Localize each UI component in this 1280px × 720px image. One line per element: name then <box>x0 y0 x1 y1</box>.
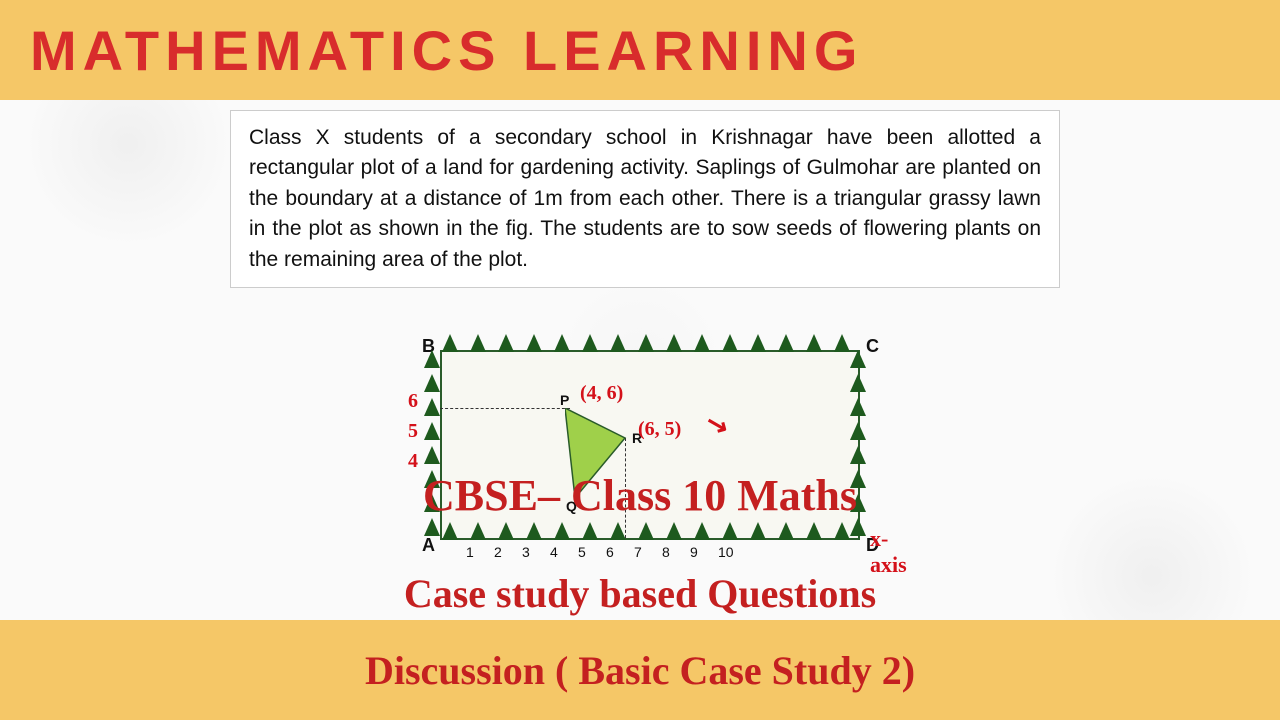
coord-p: (4, 6) <box>580 382 623 405</box>
corner-c: C <box>866 336 879 357</box>
problem-text: Class X students of a secondary school i… <box>249 126 1041 271</box>
tree-icon <box>638 334 654 352</box>
tree-icon <box>638 522 654 540</box>
page-title: MATHEMATICS LEARNING <box>30 18 863 83</box>
axis-number: 1 <box>466 544 474 560</box>
left-num-5: 5 <box>408 420 418 443</box>
tree-icon <box>610 334 626 352</box>
tree-icon <box>498 334 514 352</box>
tree-icon <box>850 398 866 416</box>
tree-icon <box>850 446 866 464</box>
tree-icon <box>666 334 682 352</box>
tree-icon <box>424 374 440 392</box>
problem-text-box: Class X students of a secondary school i… <box>230 110 1060 288</box>
tree-icon <box>834 334 850 352</box>
overlay-line-1: CBSE– Class 10 Maths <box>0 470 1280 521</box>
tree-icon <box>806 334 822 352</box>
tree-icon <box>424 446 440 464</box>
corner-a: A <box>422 535 435 556</box>
tree-icon <box>778 334 794 352</box>
left-num-6: 6 <box>408 390 418 413</box>
tree-icon <box>694 334 710 352</box>
tree-icon <box>666 522 682 540</box>
bottom-banner: Discussion ( Basic Case Study 2) <box>0 620 1280 720</box>
tree-icon <box>750 334 766 352</box>
axis-number: 3 <box>522 544 530 560</box>
coord-r: (6, 5) <box>638 418 681 441</box>
tree-icon <box>834 522 850 540</box>
tree-icon <box>554 334 570 352</box>
footer-line: Discussion ( Basic Case Study 2) <box>365 647 915 694</box>
tree-icon <box>424 422 440 440</box>
axis-number: 6 <box>606 544 614 560</box>
tree-icon <box>442 334 458 352</box>
axis-number: 4 <box>550 544 558 560</box>
axis-number: 9 <box>690 544 698 560</box>
tree-icon <box>694 522 710 540</box>
overlay-line-2: Case study based Questions <box>0 570 1280 617</box>
tree-icon <box>582 334 598 352</box>
axis-number: 5 <box>578 544 586 560</box>
plot-diagram: A B C D 12345678910 P R Q (4, 6) (6, 5) … <box>410 330 890 560</box>
tree-icon <box>722 522 738 540</box>
tree-icon <box>470 522 486 540</box>
tree-icon <box>850 350 866 368</box>
tree-icon <box>498 522 514 540</box>
tree-icon <box>424 350 440 368</box>
tree-icon <box>722 334 738 352</box>
tree-icon <box>850 422 866 440</box>
axis-number: 10 <box>718 544 734 560</box>
tree-icon <box>806 522 822 540</box>
tree-icon <box>554 522 570 540</box>
tree-icon <box>526 334 542 352</box>
axis-number: 2 <box>494 544 502 560</box>
tree-icon <box>582 522 598 540</box>
point-p: P <box>560 392 569 408</box>
tree-icon <box>778 522 794 540</box>
tree-icon <box>526 522 542 540</box>
dashed-line-h <box>440 408 570 409</box>
tree-icon <box>442 522 458 540</box>
tree-icon <box>750 522 766 540</box>
top-banner: MATHEMATICS LEARNING <box>0 0 1280 100</box>
axis-number: 7 <box>634 544 642 560</box>
tree-icon <box>424 398 440 416</box>
tree-icon <box>610 522 626 540</box>
axis-number: 8 <box>662 544 670 560</box>
tree-icon <box>470 334 486 352</box>
tree-icon <box>850 374 866 392</box>
